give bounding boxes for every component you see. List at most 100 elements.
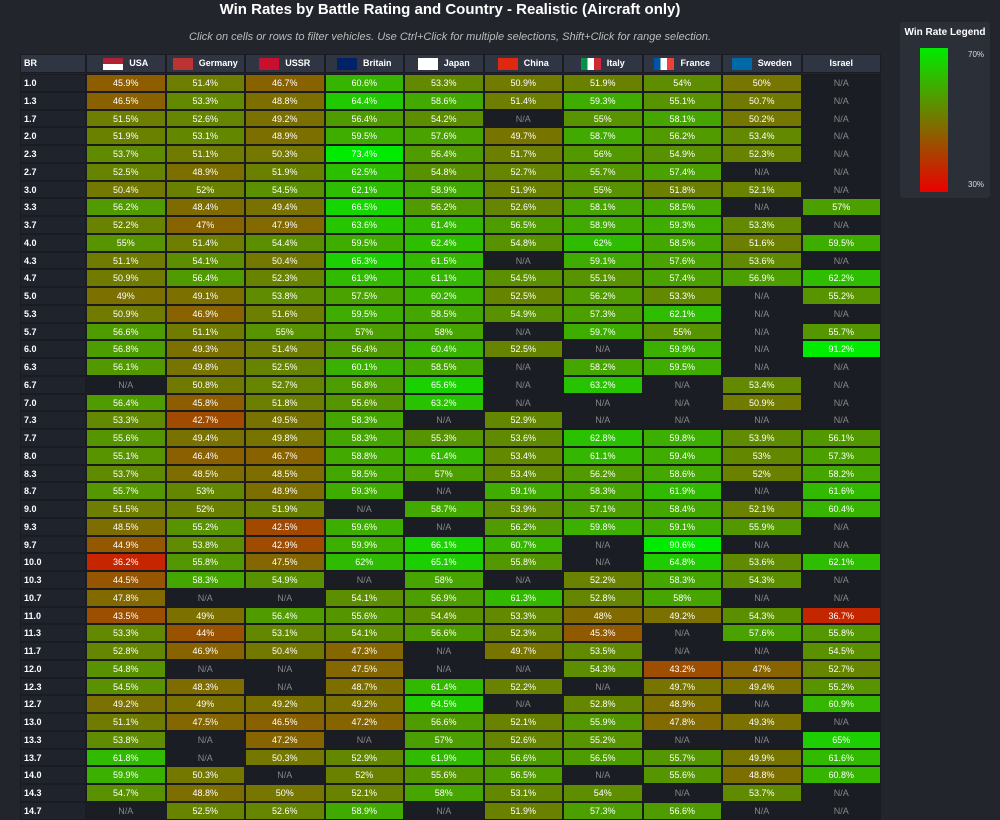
row-header[interactable]: 6.0: [20, 340, 86, 358]
win-rate-cell[interactable]: 56.4%: [165, 269, 245, 287]
win-rate-cell[interactable]: 55.9%: [563, 713, 643, 731]
win-rate-cell[interactable]: 52.5%: [483, 340, 563, 358]
win-rate-cell[interactable]: 49.8%: [245, 429, 325, 447]
row-header[interactable]: 2.7: [20, 162, 86, 181]
win-rate-cell[interactable]: 56.8%: [86, 340, 166, 358]
win-rate-cell[interactable]: N/A: [642, 784, 722, 802]
win-rate-cell[interactable]: 51.6%: [722, 233, 802, 252]
win-rate-cell[interactable]: 53.4%: [722, 375, 802, 394]
win-rate-cell[interactable]: 57.4%: [642, 162, 722, 181]
win-rate-cell[interactable]: 56.2%: [404, 198, 484, 216]
win-rate-cell[interactable]: 48.9%: [245, 482, 325, 500]
win-rate-cell[interactable]: 46.7%: [245, 74, 325, 92]
win-rate-cell[interactable]: 51.1%: [165, 145, 245, 163]
win-rate-cell[interactable]: 54.9%: [483, 304, 563, 323]
win-rate-cell[interactable]: N/A: [245, 766, 325, 784]
win-rate-cell[interactable]: 54.7%: [86, 784, 166, 802]
win-rate-cell[interactable]: 50%: [722, 74, 802, 92]
win-rate-cell[interactable]: 61.9%: [404, 748, 484, 767]
win-rate-cell[interactable]: 91.2%: [801, 340, 881, 358]
win-rate-cell[interactable]: 53.3%: [86, 411, 166, 429]
win-rate-cell[interactable]: 64.8%: [642, 553, 722, 571]
win-rate-cell[interactable]: 45.8%: [165, 393, 245, 412]
win-rate-cell[interactable]: 45.9%: [86, 74, 166, 92]
win-rate-cell[interactable]: 47.3%: [324, 642, 404, 660]
win-rate-cell[interactable]: 50.7%: [722, 91, 802, 110]
win-rate-cell[interactable]: N/A: [165, 730, 245, 749]
win-rate-cell[interactable]: 53.5%: [563, 642, 643, 660]
win-rate-cell[interactable]: 51.8%: [245, 393, 325, 412]
win-rate-cell[interactable]: 48.9%: [245, 127, 325, 145]
win-rate-cell[interactable]: 56.4%: [245, 606, 325, 625]
row-header[interactable]: 14.3: [20, 784, 86, 802]
win-rate-cell[interactable]: N/A: [722, 340, 802, 358]
win-rate-cell[interactable]: 53.6%: [722, 553, 802, 571]
win-rate-cell[interactable]: 59.3%: [324, 482, 404, 500]
row-header[interactable]: 4.3: [20, 251, 86, 270]
win-rate-cell[interactable]: 49.4%: [722, 677, 802, 696]
win-rate-cell[interactable]: 65.3%: [324, 251, 404, 270]
win-rate-cell[interactable]: N/A: [245, 588, 325, 607]
win-rate-cell[interactable]: 62.1%: [642, 304, 722, 323]
win-rate-cell[interactable]: 47%: [722, 659, 802, 678]
win-rate-cell[interactable]: 53.4%: [722, 127, 802, 145]
win-rate-cell[interactable]: 52.1%: [722, 500, 802, 518]
win-rate-cell[interactable]: 56.2%: [483, 517, 563, 536]
win-rate-cell[interactable]: N/A: [563, 411, 643, 429]
win-rate-cell[interactable]: 50.9%: [483, 74, 563, 92]
win-rate-cell[interactable]: 50.9%: [86, 304, 166, 323]
win-rate-cell[interactable]: N/A: [404, 642, 484, 660]
win-rate-cell[interactable]: N/A: [801, 91, 881, 110]
win-rate-cell[interactable]: 66.5%: [324, 198, 404, 216]
row-header[interactable]: 10.7: [20, 588, 86, 607]
win-rate-cell[interactable]: 54.9%: [245, 571, 325, 589]
win-rate-cell[interactable]: 59.5%: [801, 233, 881, 252]
win-rate-cell[interactable]: 47.2%: [324, 713, 404, 731]
row-header[interactable]: 7.0: [20, 393, 86, 412]
win-rate-cell[interactable]: 59.3%: [563, 91, 643, 110]
win-rate-cell[interactable]: 58.5%: [324, 464, 404, 483]
win-rate-cell[interactable]: 57%: [404, 464, 484, 483]
win-rate-cell[interactable]: 51.1%: [86, 713, 166, 731]
win-rate-cell[interactable]: 55%: [563, 109, 643, 128]
win-rate-cell[interactable]: 56.2%: [642, 127, 722, 145]
row-header[interactable]: 13.0: [20, 713, 86, 731]
win-rate-cell[interactable]: 58.5%: [642, 233, 722, 252]
win-rate-cell[interactable]: 48.5%: [245, 464, 325, 483]
win-rate-cell[interactable]: 55.6%: [324, 606, 404, 625]
win-rate-cell[interactable]: 58.3%: [324, 429, 404, 447]
win-rate-cell[interactable]: 58%: [404, 784, 484, 802]
row-header[interactable]: 8.7: [20, 482, 86, 500]
win-rate-cell[interactable]: N/A: [483, 659, 563, 678]
win-rate-cell[interactable]: 52.7%: [483, 162, 563, 181]
column-header[interactable]: Sweden: [722, 54, 802, 73]
win-rate-cell[interactable]: 51.4%: [165, 74, 245, 92]
win-rate-cell[interactable]: 59.1%: [642, 517, 722, 536]
win-rate-cell[interactable]: 53.8%: [86, 730, 166, 749]
win-rate-cell[interactable]: 50.3%: [245, 748, 325, 767]
win-rate-cell[interactable]: 49%: [165, 606, 245, 625]
win-rate-cell[interactable]: 49.2%: [324, 695, 404, 713]
win-rate-cell[interactable]: 59.5%: [324, 127, 404, 145]
win-rate-cell[interactable]: 56.5%: [483, 216, 563, 234]
win-rate-cell[interactable]: N/A: [722, 695, 802, 713]
win-rate-cell[interactable]: 56.1%: [86, 358, 166, 376]
win-rate-cell[interactable]: 52.7%: [245, 375, 325, 394]
win-rate-cell[interactable]: 52.5%: [483, 287, 563, 305]
win-rate-cell[interactable]: 48.9%: [165, 162, 245, 181]
win-rate-cell[interactable]: 90.6%: [642, 535, 722, 554]
win-rate-cell[interactable]: 56.9%: [722, 269, 802, 287]
row-header[interactable]: 8.3: [20, 464, 86, 483]
win-rate-cell[interactable]: 58%: [642, 588, 722, 607]
win-rate-cell[interactable]: 61.9%: [642, 482, 722, 500]
win-rate-cell[interactable]: 54.3%: [722, 571, 802, 589]
win-rate-cell[interactable]: N/A: [801, 713, 881, 731]
win-rate-cell[interactable]: 56.6%: [404, 713, 484, 731]
row-header[interactable]: 2.3: [20, 145, 86, 163]
win-rate-cell[interactable]: 42.5%: [245, 517, 325, 536]
win-rate-cell[interactable]: 58.2%: [801, 464, 881, 483]
win-rate-cell[interactable]: N/A: [801, 109, 881, 128]
win-rate-cell[interactable]: 54.5%: [86, 677, 166, 696]
win-rate-cell[interactable]: N/A: [722, 411, 802, 429]
win-rate-cell[interactable]: 63.2%: [404, 393, 484, 412]
